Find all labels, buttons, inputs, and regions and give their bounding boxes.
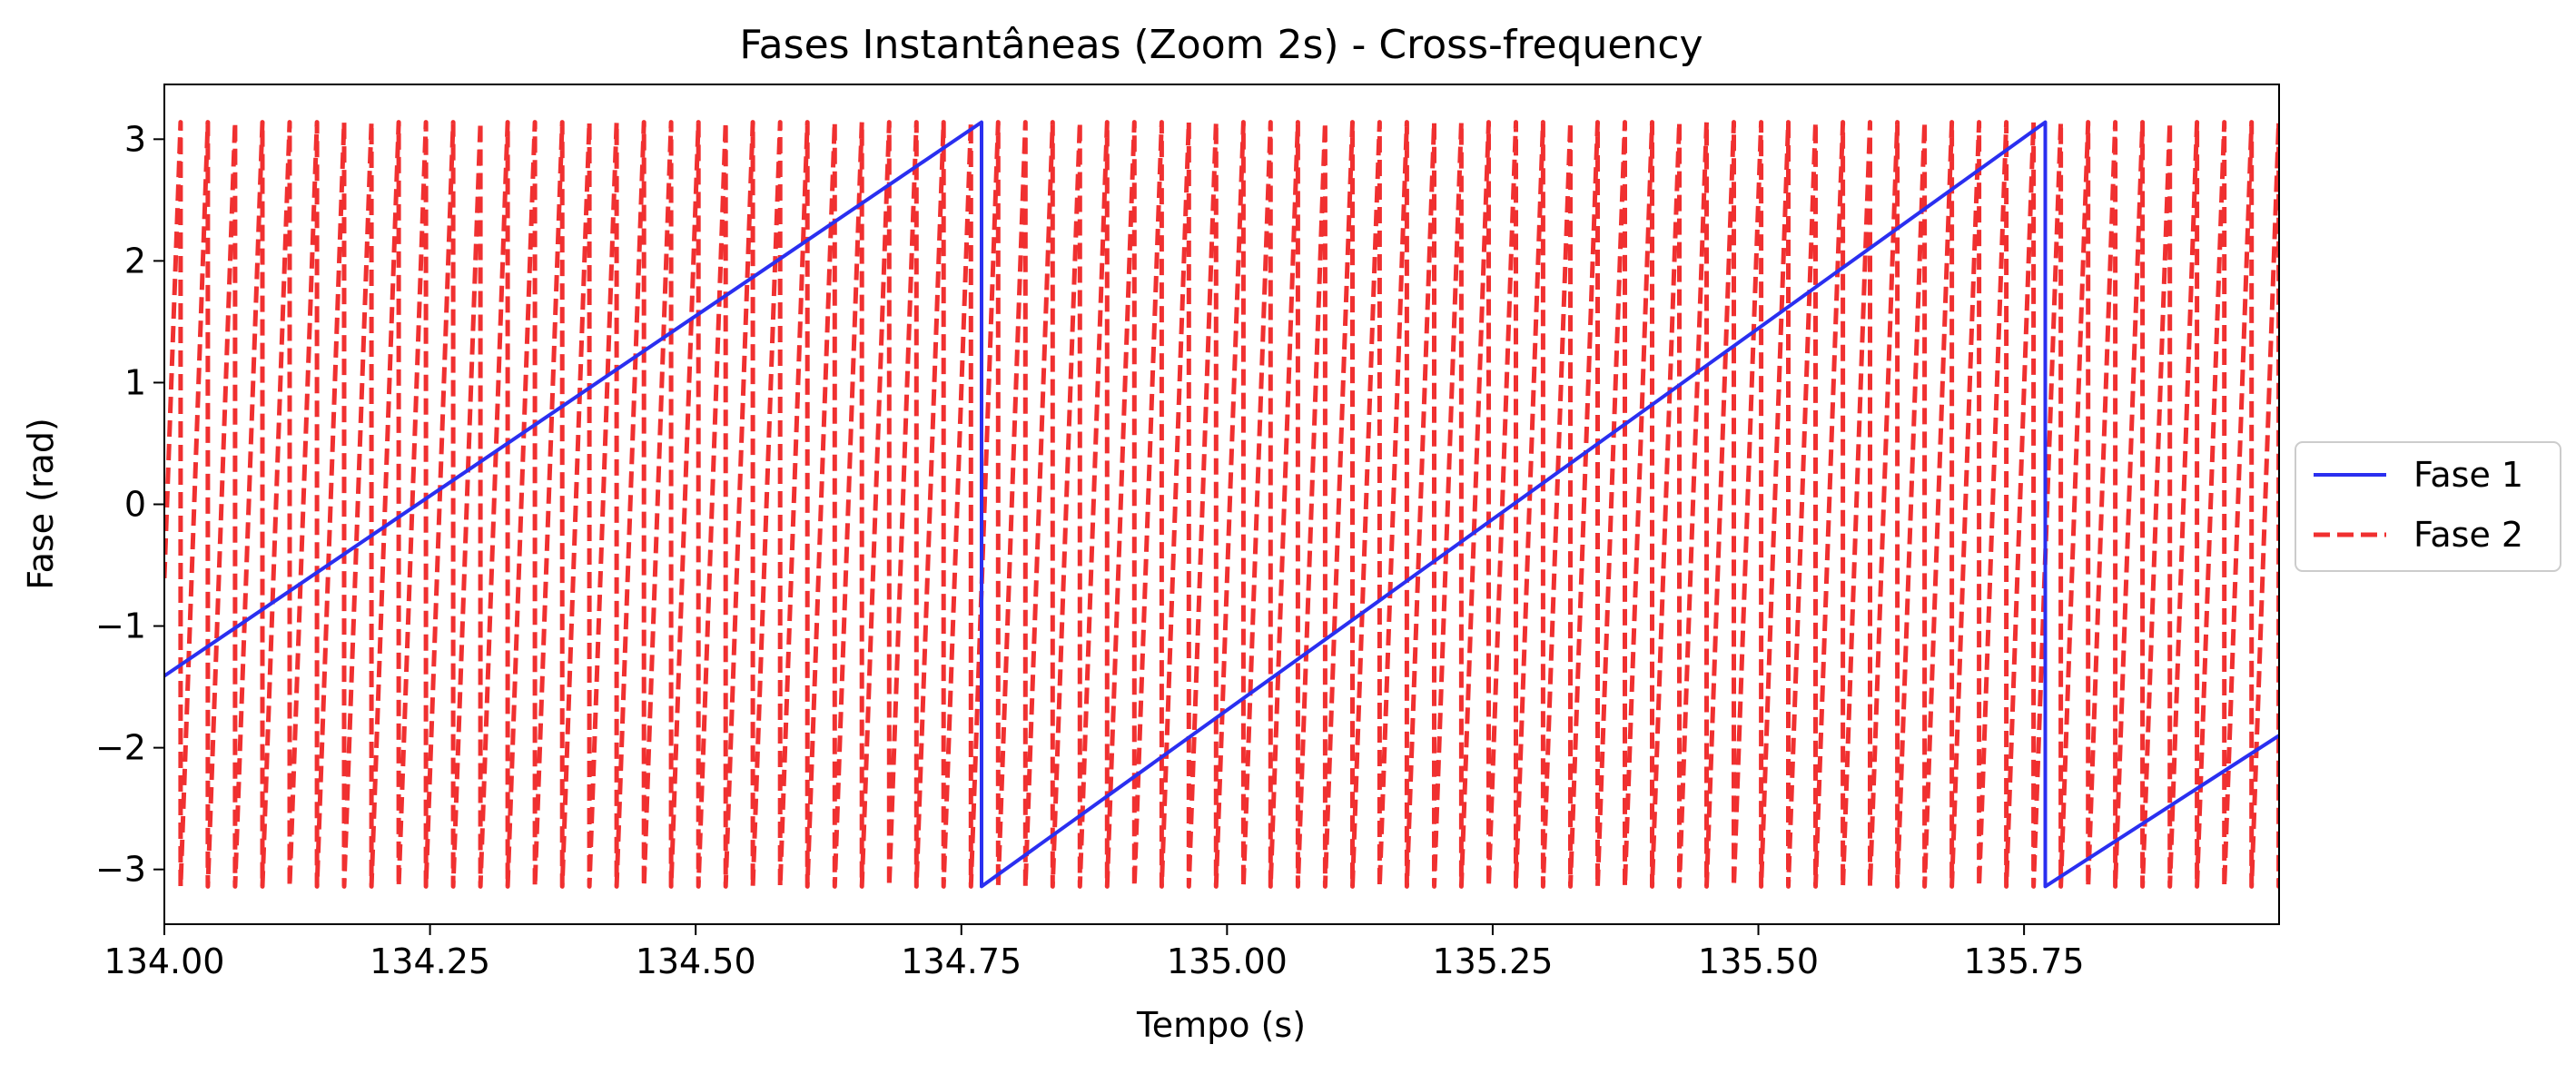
y-tick-label: 0 [124,485,146,525]
y-tick-label: −1 [95,606,146,646]
x-tick-label: 135.00 [1167,941,1288,981]
y-axis-label: Fase (rad) [21,418,61,590]
y-tick-label: −3 [95,850,146,890]
x-tick-label: 134.75 [901,941,1022,981]
x-axis-label: Tempo (s) [1136,1005,1306,1045]
x-tick-label: 134.25 [370,941,490,981]
y-axis: −3 −2 −1 0 1 2 3 [95,119,164,890]
y-tick-label: 2 [124,241,146,281]
x-tick-label: 135.75 [1964,941,2085,981]
x-tick-label: 135.50 [1698,941,1819,981]
series-line-fase-2 [164,120,2279,889]
y-tick-label: −2 [95,728,146,768]
chart-title: Fases Instantâneas (Zoom 2s) - Cross-fre… [739,22,1703,68]
legend: Fase 1 Fase 2 [2295,441,2561,572]
x-tick-label: 134.00 [104,941,225,981]
x-tick-label: 135.25 [1432,941,1553,981]
y-tick-label: 1 [124,362,146,402]
x-tick-label: 134.50 [636,941,756,981]
legend-label: Fase 2 [2413,515,2523,555]
series-line-fase-1 [164,120,2279,889]
x-axis: 134.00 134.25 134.50 134.75 135.00 135.25 135.… [104,924,2085,981]
legend-label: Fase 1 [2413,455,2523,495]
y-tick-label: 3 [124,119,146,159]
